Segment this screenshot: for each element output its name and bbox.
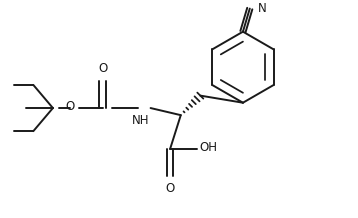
Text: O: O bbox=[98, 62, 107, 75]
Text: O: O bbox=[65, 100, 74, 114]
Text: NH: NH bbox=[132, 114, 150, 128]
Text: O: O bbox=[165, 182, 175, 195]
Text: N: N bbox=[258, 2, 267, 15]
Text: OH: OH bbox=[200, 141, 218, 154]
